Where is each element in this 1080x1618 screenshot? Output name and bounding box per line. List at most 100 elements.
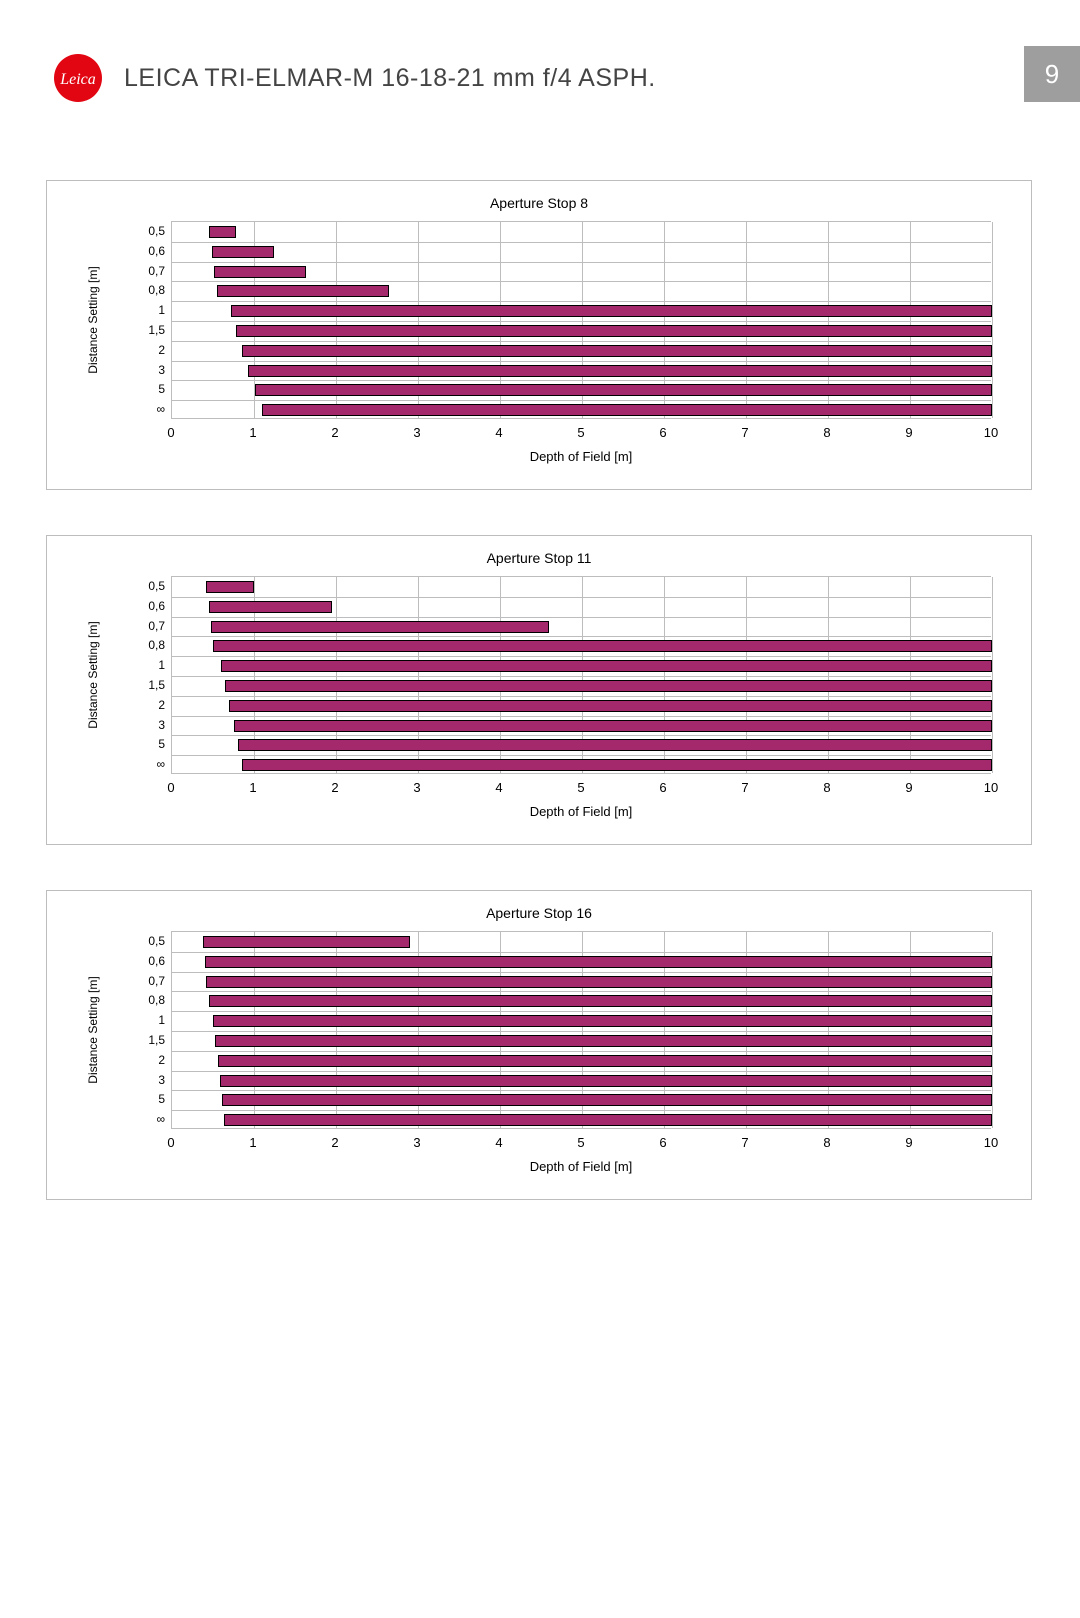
- y-tick-label: 2: [105, 343, 165, 357]
- y-tick-label: 5: [105, 1092, 165, 1106]
- x-tick-label: 2: [331, 1135, 338, 1150]
- x-tick-label: 0: [167, 780, 174, 795]
- x-tick-label: 10: [984, 1135, 998, 1150]
- x-tick-label: 7: [741, 1135, 748, 1150]
- y-tick-label: 0,5: [105, 934, 165, 948]
- gridline-horizontal: [172, 361, 991, 362]
- dof-bar: [218, 1055, 992, 1067]
- x-tick-label: 9: [905, 1135, 912, 1150]
- y-tick-label: 0,7: [105, 619, 165, 633]
- y-tick-labels: 0,50,60,70,811,5235∞: [105, 576, 165, 774]
- gridline-horizontal: [172, 341, 991, 342]
- dof-bar: [242, 345, 992, 357]
- x-tick-label: 7: [741, 425, 748, 440]
- gridline-horizontal: [172, 1071, 991, 1072]
- x-tick-label: 8: [823, 425, 830, 440]
- gridline-horizontal: [172, 262, 991, 263]
- y-tick-label: 1: [105, 1013, 165, 1027]
- gridline-horizontal: [172, 735, 991, 736]
- y-tick-label: 0,6: [105, 599, 165, 613]
- y-tick-label: 1: [105, 303, 165, 317]
- gridline-horizontal: [172, 991, 991, 992]
- page-number-tab: 9: [1024, 46, 1080, 102]
- dof-bar: [213, 1015, 992, 1027]
- y-axis-label: Distance Setting [m]: [87, 221, 103, 419]
- x-axis-label: Depth of Field [m]: [171, 1159, 991, 1174]
- x-tick-label: 8: [823, 1135, 830, 1150]
- y-tick-label: 1,5: [105, 1033, 165, 1047]
- dof-bar: [220, 1075, 992, 1087]
- y-tick-label: 0,5: [105, 579, 165, 593]
- x-tick-label: 6: [659, 1135, 666, 1150]
- y-tick-label: 0,8: [105, 638, 165, 652]
- dof-bar: [238, 739, 992, 751]
- gridline-horizontal: [172, 696, 991, 697]
- x-tick-label: 1: [249, 780, 256, 795]
- x-tick-label: 5: [577, 1135, 584, 1150]
- y-tick-label: 1: [105, 658, 165, 672]
- gridline-horizontal: [172, 676, 991, 677]
- dof-bar: [225, 680, 992, 692]
- y-tick-label: 5: [105, 737, 165, 751]
- dof-bar: [236, 325, 992, 337]
- dof-bar: [231, 305, 992, 317]
- y-tick-label: 0,7: [105, 974, 165, 988]
- gridline-horizontal: [172, 242, 991, 243]
- chart-plot-area: [171, 931, 991, 1129]
- x-tick-label: 2: [331, 425, 338, 440]
- y-tick-label: 0,8: [105, 283, 165, 297]
- dof-bar: [221, 660, 992, 672]
- gridline-horizontal: [172, 380, 991, 381]
- gridline-horizontal: [172, 755, 991, 756]
- x-tick-label: 0: [167, 425, 174, 440]
- dof-bar: [248, 365, 992, 377]
- dof-chart-panel: Aperture Stop 16Distance Setting [m]0,50…: [46, 890, 1032, 1200]
- x-tick-labels: 012345678910: [171, 780, 991, 800]
- dof-chart-panel: Aperture Stop 11Distance Setting [m]0,50…: [46, 535, 1032, 845]
- x-tick-label: 5: [577, 425, 584, 440]
- y-tick-label: 0,6: [105, 954, 165, 968]
- dof-bar: [262, 404, 992, 416]
- dof-bar: [212, 246, 274, 258]
- x-tick-label: 7: [741, 780, 748, 795]
- dof-chart-panel: Aperture Stop 8Distance Setting [m]0,50,…: [46, 180, 1032, 490]
- gridline-vertical: [992, 577, 993, 773]
- dof-bar: [222, 1094, 992, 1106]
- x-tick-label: 10: [984, 780, 998, 795]
- gridline-horizontal: [172, 301, 991, 302]
- x-tick-label: 3: [413, 780, 420, 795]
- gridline-horizontal: [172, 281, 991, 282]
- y-tick-label: ∞: [105, 1112, 165, 1126]
- page-header: Leica LEICA TRI-ELMAR-M 16-18-21 mm f/4 …: [54, 54, 1080, 102]
- gridline-horizontal: [172, 1110, 991, 1111]
- gridline-vertical: [992, 932, 993, 1128]
- x-tick-label: 4: [495, 1135, 502, 1150]
- gridline-horizontal: [172, 1011, 991, 1012]
- x-tick-label: 6: [659, 780, 666, 795]
- x-tick-label: 4: [495, 780, 502, 795]
- dof-bar: [206, 581, 254, 593]
- page-title: LEICA TRI-ELMAR-M 16-18-21 mm f/4 ASPH.: [124, 64, 656, 93]
- gridline-horizontal: [172, 636, 991, 637]
- x-tick-label: 6: [659, 425, 666, 440]
- dof-bar: [209, 995, 992, 1007]
- gridline-horizontal: [172, 656, 991, 657]
- x-tick-label: 4: [495, 425, 502, 440]
- x-tick-label: 1: [249, 1135, 256, 1150]
- dof-bar: [215, 1035, 992, 1047]
- gridline-horizontal: [172, 597, 991, 598]
- y-axis-label: Distance Setting [m]: [87, 931, 103, 1129]
- page: Leica LEICA TRI-ELMAR-M 16-18-21 mm f/4 …: [0, 0, 1080, 1618]
- gridline-vertical: [992, 222, 993, 418]
- dof-bar: [205, 956, 992, 968]
- y-tick-label: 3: [105, 718, 165, 732]
- x-tick-label: 9: [905, 780, 912, 795]
- dof-bar: [209, 226, 236, 238]
- y-tick-label: 2: [105, 1053, 165, 1067]
- x-tick-label: 8: [823, 780, 830, 795]
- gridline-horizontal: [172, 1090, 991, 1091]
- dof-bar: [206, 976, 992, 988]
- x-tick-labels: 012345678910: [171, 425, 991, 445]
- x-tick-label: 5: [577, 780, 584, 795]
- dof-bar: [203, 936, 410, 948]
